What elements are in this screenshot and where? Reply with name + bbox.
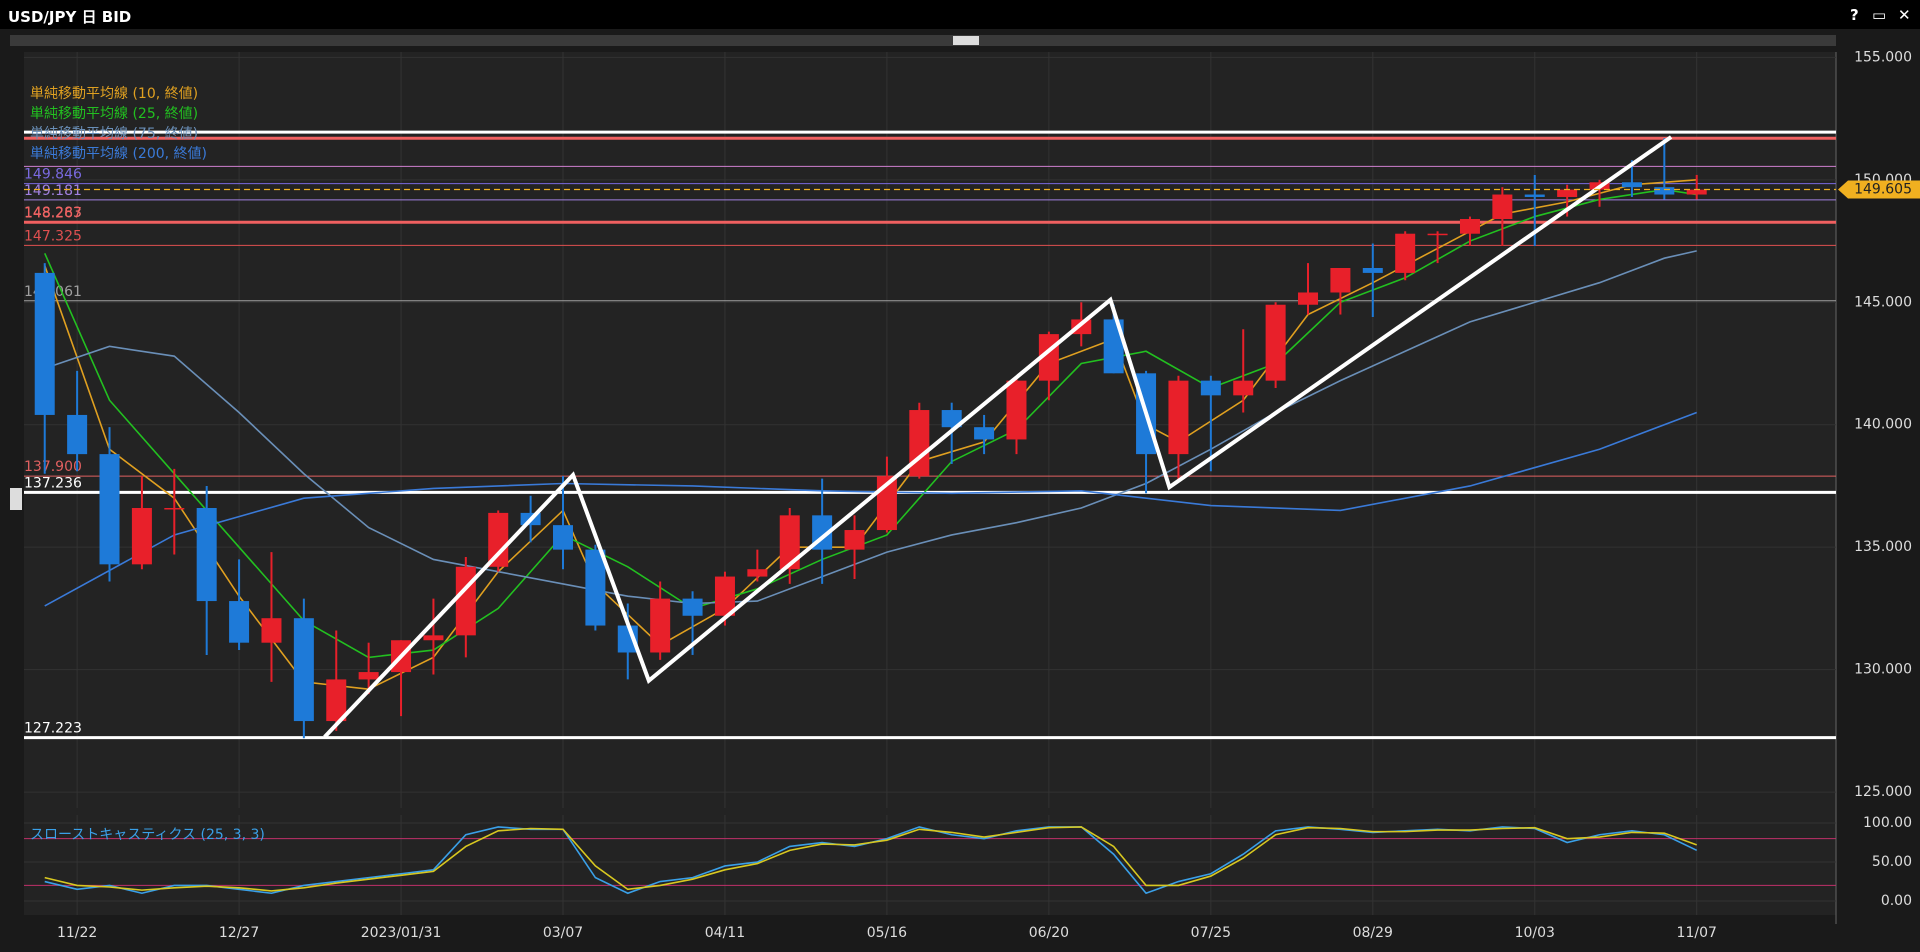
candle-body: [1265, 304, 1286, 381]
y-tick-label: 0.00: [1881, 893, 1912, 909]
x-tick-label: 12/27: [219, 925, 259, 941]
candle-body: [779, 515, 800, 570]
candle-body: [1557, 189, 1578, 197]
level-label: 137.236: [24, 475, 82, 491]
chart: 125.000130.000135.000140.000145.000150.0…: [0, 29, 1920, 952]
candle-body: [455, 566, 476, 636]
level-label: 137.900: [24, 459, 82, 475]
x-tick-label: 07/25: [1191, 925, 1231, 941]
candle-body: [1200, 380, 1221, 396]
x-tick-label: 11/07: [1677, 925, 1717, 941]
ma-line: [44, 250, 1697, 605]
y-tick-label: 130.000: [1854, 662, 1912, 678]
candle-body: [1524, 194, 1545, 197]
candle-body: [358, 672, 379, 680]
candle-body: [941, 410, 962, 428]
candle-body: [585, 549, 606, 626]
y-tick-label: 50.00: [1872, 854, 1912, 870]
legend-entry: 単純移動平均線 (25, 終値): [30, 106, 198, 122]
close-button[interactable]: ✕: [1898, 6, 1911, 24]
candle-body: [714, 576, 735, 616]
candle-body: [1621, 182, 1642, 188]
candle-body: [909, 410, 930, 477]
candle-body: [131, 508, 152, 565]
candle-body: [682, 598, 703, 616]
legend-entry: 単純移動平均線 (200, 終値): [30, 146, 207, 162]
y-tick-label: 125.000: [1854, 784, 1912, 800]
candle-body: [747, 569, 768, 577]
candle-body: [1492, 194, 1513, 220]
window-title: USD/JPY 日 BID: [8, 8, 132, 26]
toggle-button[interactable]: [953, 36, 979, 45]
candle-body: [553, 525, 574, 550]
level-label: 147.325: [24, 228, 82, 244]
trend-line: [323, 135, 1673, 739]
candle-body: [1686, 189, 1707, 195]
legend-entry: 単純移動平均線 (10, 終値): [30, 86, 198, 102]
y-tick-label: 135.000: [1854, 539, 1912, 555]
candle-body: [650, 598, 671, 653]
candle-body: [1459, 219, 1480, 234]
stoch-title: スローストキャスティクス (25, 3, 3): [30, 827, 265, 843]
level-label: 149.181: [24, 183, 82, 199]
candle-body: [326, 679, 347, 722]
x-tick-label: 08/29: [1353, 925, 1393, 941]
x-tick-label: 11/22: [57, 925, 97, 941]
candle-body: [1233, 380, 1254, 396]
stoch-d: [44, 826, 1697, 892]
legend-entry: 単純移動平均線 (75, 終値): [30, 126, 198, 142]
candle-body: [164, 508, 185, 510]
x-tick-label: 03/07: [543, 925, 583, 941]
help-button[interactable]: ?: [1850, 6, 1859, 24]
candle-body: [1298, 292, 1319, 305]
title-bar: USD/JPY 日 BID ? ▭ ✕: [0, 0, 1920, 29]
y-tick-label: 140.000: [1854, 417, 1912, 433]
candle-body: [67, 414, 88, 455]
level-label: 127.223: [24, 721, 82, 737]
x-tick-label: 05/16: [867, 925, 907, 941]
x-tick-label: 2023/01/31: [361, 925, 442, 941]
side-toggle[interactable]: [10, 488, 22, 510]
maximize-button[interactable]: ▭: [1872, 6, 1887, 24]
candle-body: [229, 601, 250, 643]
candle-body: [1362, 268, 1383, 273]
toolbar-strip: [10, 35, 1836, 46]
stoch-panel: [24, 815, 1836, 915]
candle-body: [34, 272, 55, 415]
candle-body: [1168, 380, 1189, 455]
candle-body: [196, 508, 217, 602]
candle-body: [99, 454, 120, 565]
candle-body: [1006, 380, 1027, 440]
candle-body: [844, 530, 865, 550]
candle-body: [974, 427, 995, 440]
candle-body: [1427, 233, 1448, 236]
ma-line: [43, 188, 1697, 659]
candle-body: [261, 618, 282, 643]
x-tick-label: 10/03: [1515, 925, 1555, 941]
candle-body: [1395, 233, 1416, 273]
level-label: 148.267: [24, 205, 82, 221]
candle-body: [1330, 268, 1351, 293]
x-tick-label: 04/11: [705, 925, 745, 941]
x-tick-label: 06/20: [1029, 925, 1069, 941]
current-price-label: 149.605: [1854, 182, 1912, 198]
level-label: 149.846: [24, 167, 82, 183]
y-tick-label: 145.000: [1854, 294, 1912, 310]
candle-body: [1103, 319, 1124, 374]
level-label: 148.283: [24, 205, 82, 221]
y-tick-label: 155.000: [1854, 49, 1912, 65]
candle-body: [423, 635, 444, 641]
candle-body: [1654, 187, 1675, 195]
candle-body: [488, 512, 509, 567]
candle-body: [293, 618, 314, 722]
current-price-tag: [1838, 180, 1920, 199]
y-tick-label: 100.00: [1863, 815, 1912, 831]
